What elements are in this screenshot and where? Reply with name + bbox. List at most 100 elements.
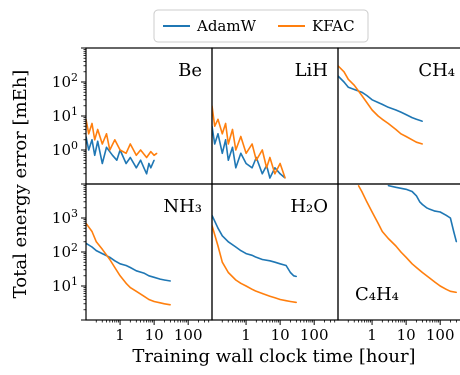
series-adamw-point: [419, 201, 421, 203]
series-kfac-point: [146, 156, 148, 159]
series-adamw-point: [109, 256, 111, 258]
series-kfac-point: [114, 266, 116, 269]
series-kfac-line: [86, 119, 158, 159]
series-adamw-point: [240, 250, 242, 252]
series-adamw-point: [377, 101, 379, 104]
panel-1: 100 101 102 Be: [52, 47, 213, 185]
series-adamw-point: [153, 159, 155, 161]
series-adamw-point: [101, 162, 103, 165]
series-kfac-point: [445, 288, 447, 290]
series-adamw-point: [129, 156, 131, 159]
series-adamw-point: [159, 278, 161, 280]
series-kfac-point: [169, 304, 171, 306]
series-kfac-point: [109, 258, 111, 261]
series-kfac-point: [227, 271, 229, 274]
series-adamw-point: [279, 263, 281, 265]
series-kfac-point: [135, 154, 137, 156]
series-kfac-point: [245, 285, 247, 287]
series-adamw-point: [143, 272, 145, 274]
series-adamw-point: [395, 186, 397, 188]
series-adamw-point: [217, 133, 219, 135]
series-adamw-point: [421, 203, 423, 206]
series-kfac-point: [361, 94, 363, 97]
series-kfac-point: [366, 201, 368, 203]
panel-lines: [86, 118, 158, 175]
series-kfac-point: [439, 285, 441, 287]
series-kfac-point: [240, 282, 242, 284]
series-kfac-point: [129, 143, 131, 145]
series-adamw-point: [116, 159, 118, 161]
series-kfac-point: [217, 118, 219, 120]
series-adamw-point: [227, 159, 229, 161]
series-adamw-point: [279, 173, 281, 175]
series-adamw-point: [411, 190, 413, 193]
series-kfac-point: [279, 298, 281, 301]
series-adamw-point: [235, 167, 237, 169]
series-kfac-point: [235, 149, 237, 151]
series-adamw-point: [405, 114, 407, 116]
series-kfac-point: [279, 162, 281, 165]
series-kfac-point: [377, 115, 379, 117]
series-kfac-point: [295, 301, 297, 303]
series-kfac-point: [163, 303, 165, 305]
series-adamw-point: [153, 276, 155, 278]
series-adamw-point: [227, 241, 229, 243]
series-kfac-point: [261, 292, 263, 295]
series-adamw-point: [415, 195, 417, 197]
series-kfac-point: [400, 251, 402, 253]
series-adamw-point: [426, 207, 428, 209]
y-tick-label: 100: [52, 139, 78, 159]
series-kfac-point: [251, 288, 253, 290]
series-kfac-point: [343, 71, 345, 73]
series-adamw-point: [285, 264, 287, 267]
series-adamw-point: [387, 106, 389, 108]
series-adamw-point: [295, 275, 297, 278]
series-adamw-point: [235, 246, 237, 248]
panel-lines: [212, 214, 297, 304]
series-kfac-point: [415, 266, 417, 269]
series-kfac-point: [91, 122, 93, 125]
series-kfac-point: [361, 190, 363, 193]
y-tick-label: 102: [52, 71, 78, 91]
series-adamw-point: [269, 177, 271, 179]
series-kfac-point: [105, 133, 108, 135]
series-kfac-point: [101, 248, 103, 250]
panel-3: CH₄: [337, 47, 460, 185]
series-adamw-point: [135, 270, 137, 272]
panel-title: CH₄: [418, 60, 455, 81]
y-tick-label: 101: [52, 105, 78, 125]
series-adamw-point: [94, 154, 96, 156]
series-kfac-point: [159, 302, 161, 304]
series-kfac-point: [119, 275, 121, 277]
series-kfac-point: [153, 300, 155, 303]
panel-lines: [86, 222, 171, 306]
series-adamw-point: [371, 99, 373, 101]
series-adamw-point: [411, 117, 413, 119]
series-adamw-point: [261, 173, 263, 175]
x-tick-label: 10: [271, 326, 290, 344]
panel-2: LiH: [211, 47, 339, 185]
series-adamw-point: [221, 152, 223, 154]
x-tick-label: 100: [426, 326, 455, 344]
series-adamw-point: [169, 280, 171, 282]
series-kfac-line: [212, 105, 286, 179]
series-adamw-point: [240, 152, 242, 154]
series-adamw-point: [274, 167, 276, 169]
series-kfac-point: [91, 230, 93, 233]
series-adamw-point: [429, 208, 431, 210]
series-adamw-point: [274, 261, 276, 263]
series-kfac-point: [240, 135, 242, 138]
series-kfac-point: [269, 156, 271, 159]
series-adamw-point: [163, 279, 165, 281]
series-adamw-point: [114, 260, 116, 262]
y-axis-title: Total energy error [mEh]: [10, 70, 31, 299]
series-adamw-line: [338, 75, 423, 123]
series-adamw-point: [449, 217, 451, 219]
series-adamw-point: [453, 230, 455, 233]
series-adamw-point: [148, 162, 150, 165]
series-adamw-point: [140, 159, 142, 161]
series-kfac-line: [86, 222, 171, 306]
series-adamw-point: [269, 260, 271, 262]
series-kfac-point: [429, 277, 431, 279]
